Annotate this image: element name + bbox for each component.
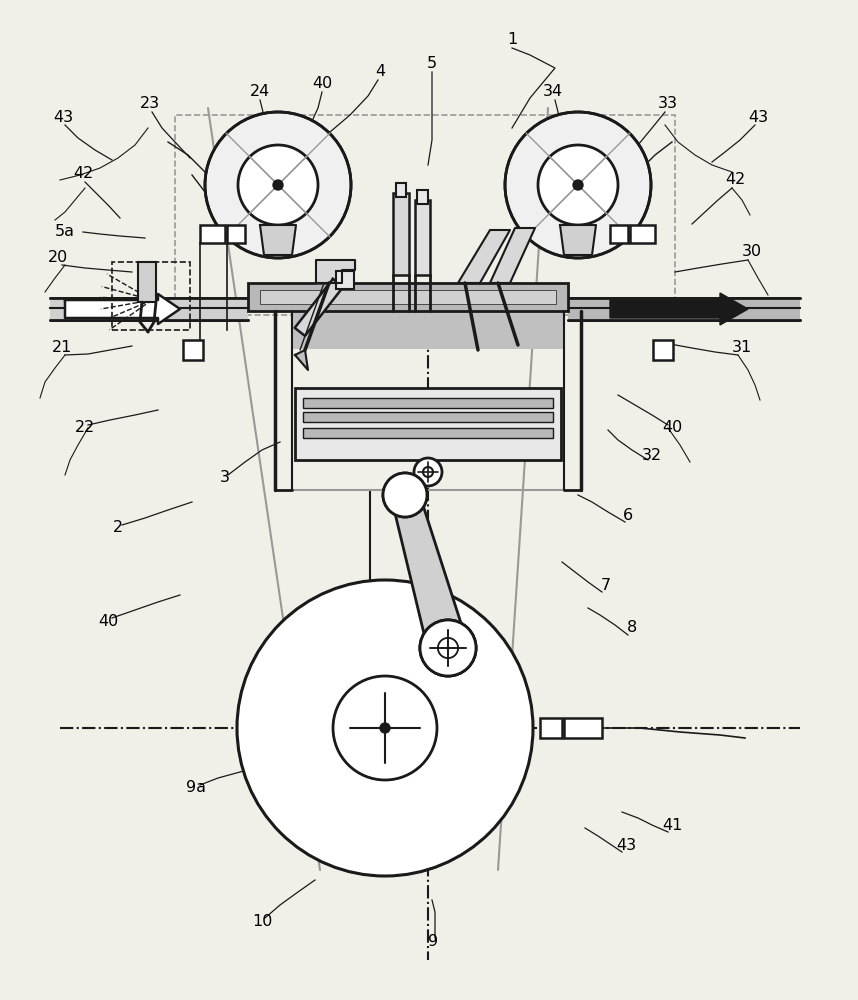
Bar xyxy=(540,718,562,738)
Text: 33: 33 xyxy=(658,97,678,111)
Text: 5: 5 xyxy=(427,56,437,72)
Text: 40: 40 xyxy=(662,420,682,436)
Text: 9: 9 xyxy=(428,934,438,950)
Text: 4: 4 xyxy=(375,64,385,80)
Bar xyxy=(138,262,156,302)
Polygon shape xyxy=(295,350,308,370)
Text: 5a: 5a xyxy=(55,225,75,239)
Bar xyxy=(396,183,406,197)
Polygon shape xyxy=(391,491,468,653)
Text: 42: 42 xyxy=(725,172,745,188)
Text: 7: 7 xyxy=(601,578,611,592)
Polygon shape xyxy=(65,294,180,324)
Circle shape xyxy=(333,676,437,780)
Polygon shape xyxy=(490,228,535,283)
Text: 6: 6 xyxy=(623,508,633,522)
Polygon shape xyxy=(294,279,343,336)
Bar xyxy=(248,283,568,311)
Circle shape xyxy=(380,723,390,733)
Bar xyxy=(260,290,556,304)
Bar xyxy=(295,388,561,460)
Bar xyxy=(630,225,655,243)
Polygon shape xyxy=(610,293,748,325)
Bar xyxy=(112,262,190,330)
Bar xyxy=(200,225,225,243)
Text: 43: 43 xyxy=(748,109,768,124)
Text: 22: 22 xyxy=(75,420,95,436)
Bar xyxy=(417,190,428,204)
Text: 3: 3 xyxy=(220,471,230,486)
Circle shape xyxy=(205,112,351,258)
Circle shape xyxy=(420,620,476,676)
Polygon shape xyxy=(458,230,510,283)
Circle shape xyxy=(420,620,476,676)
Polygon shape xyxy=(316,260,355,283)
Text: 41: 41 xyxy=(662,818,682,834)
Text: 42: 42 xyxy=(73,166,94,182)
Text: 40: 40 xyxy=(311,77,332,92)
Text: 1: 1 xyxy=(507,32,517,47)
Text: 8: 8 xyxy=(627,620,637,636)
Text: 2: 2 xyxy=(113,520,123,536)
Polygon shape xyxy=(560,225,596,255)
Bar xyxy=(415,200,430,275)
Text: 23: 23 xyxy=(140,97,160,111)
Circle shape xyxy=(438,638,458,658)
Bar xyxy=(50,298,248,320)
Circle shape xyxy=(238,145,318,225)
Bar xyxy=(568,298,800,320)
Circle shape xyxy=(273,180,283,190)
Text: 34: 34 xyxy=(543,85,563,100)
Text: 30: 30 xyxy=(742,244,762,259)
Bar xyxy=(393,193,409,275)
Circle shape xyxy=(383,473,427,517)
Circle shape xyxy=(438,638,458,658)
Circle shape xyxy=(237,580,533,876)
Bar xyxy=(303,412,553,422)
Bar xyxy=(564,718,602,738)
Text: 24: 24 xyxy=(250,85,270,100)
Text: 32: 32 xyxy=(642,448,662,462)
Bar xyxy=(610,225,628,243)
Text: 40: 40 xyxy=(98,614,118,630)
Text: 21: 21 xyxy=(51,340,72,355)
Text: 31: 31 xyxy=(732,340,752,355)
Circle shape xyxy=(420,620,476,676)
Bar xyxy=(183,340,203,360)
Bar xyxy=(653,340,673,360)
Circle shape xyxy=(538,145,618,225)
Circle shape xyxy=(414,458,442,486)
Circle shape xyxy=(573,180,583,190)
Bar xyxy=(303,428,553,438)
Bar xyxy=(227,225,245,243)
Bar xyxy=(175,115,675,315)
Text: 9a: 9a xyxy=(186,780,206,796)
Bar xyxy=(335,271,353,289)
Circle shape xyxy=(505,112,651,258)
Polygon shape xyxy=(260,225,296,255)
Bar xyxy=(303,398,553,408)
Circle shape xyxy=(383,473,427,517)
Text: 20: 20 xyxy=(48,249,68,264)
Text: 10: 10 xyxy=(251,914,272,930)
Text: 43: 43 xyxy=(53,109,73,124)
Circle shape xyxy=(423,467,433,477)
Bar xyxy=(292,311,564,349)
Text: 43: 43 xyxy=(616,838,636,854)
